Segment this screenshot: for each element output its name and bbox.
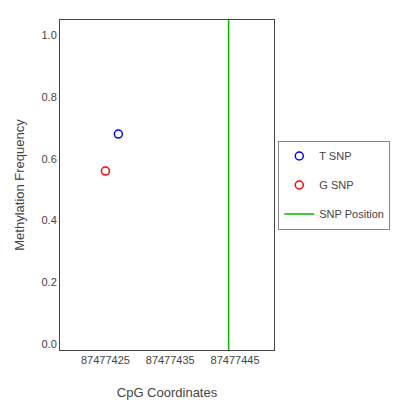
svg-text:87477425: 87477425: [81, 354, 130, 366]
svg-text:CpG Coordinates: CpG Coordinates: [117, 385, 218, 400]
svg-text:0.6: 0.6: [42, 153, 57, 165]
svg-text:SNP Position: SNP Position: [319, 208, 384, 220]
svg-text:T SNP: T SNP: [319, 150, 351, 162]
svg-text:87477435: 87477435: [146, 354, 195, 366]
svg-text:87477445: 87477445: [211, 354, 260, 366]
svg-text:G SNP: G SNP: [319, 179, 353, 191]
svg-text:1.0: 1.0: [42, 29, 57, 41]
svg-text:0.0: 0.0: [42, 338, 57, 350]
svg-text:0.2: 0.2: [42, 276, 57, 288]
svg-text:0.8: 0.8: [42, 91, 57, 103]
svg-text:Methylation Frequency: Methylation Frequency: [12, 119, 27, 251]
svg-text:0.4: 0.4: [42, 214, 57, 226]
